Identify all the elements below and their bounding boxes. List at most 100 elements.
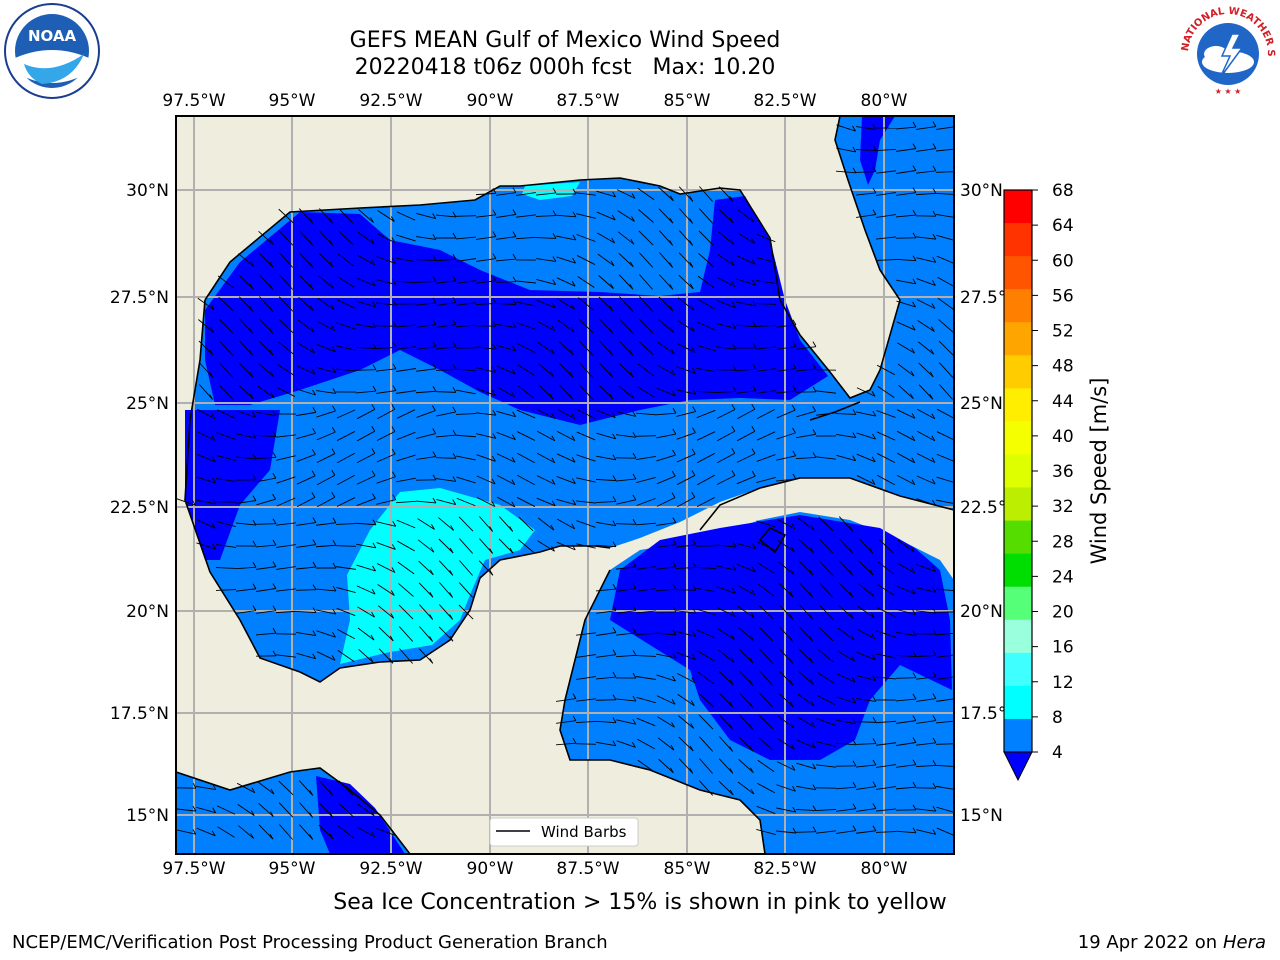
wind-barb-flag [791,765,796,771]
wind-barb-shaft [298,208,314,224]
wind-barb-flag [309,812,313,818]
wind-barb-flag [452,297,457,303]
wind-barb-flag [731,611,736,617]
wind-barb-shaft [516,497,536,507]
wind-barb-shaft [598,384,614,400]
wind-barb-shaft [258,252,274,268]
wind-barb-shaft [617,231,635,245]
wind-barb-flag [632,695,637,702]
wind-barb-shaft [875,831,897,833]
wind-barb-shaft [796,410,816,418]
wind-barb-flag [932,121,937,127]
wind-barb-flag [390,216,395,222]
wind-barb-flag [749,680,754,686]
wind-barb-shaft [736,255,756,265]
wind-barb-shaft [816,741,836,747]
wind-barb-shaft [759,670,773,686]
wind-barb-shaft [295,611,317,613]
noaa-logo: NOAA [4,3,100,99]
wind-barb-shaft [316,630,336,638]
wind-barb-shaft [635,435,657,437]
wind-barb-shaft [496,410,516,418]
wind-barb-shaft [476,475,496,485]
wind-barb-flag [810,700,815,707]
wind-barb-shaft [717,254,735,266]
wind-barb-shaft [858,583,874,597]
wind-barb-shaft [418,648,434,664]
wind-barb-shaft [456,476,476,484]
wind-barb-shaft [735,324,757,328]
wind-barb-shaft [357,627,375,641]
wind-barb-flag [792,450,797,457]
wind-barb-shaft [638,252,654,268]
wind-barb-flag [332,517,337,523]
wind-barb-flag [811,742,816,749]
wind-barb-shaft [938,340,954,356]
wind-barb-shaft [556,430,576,442]
wind-barb-flag [912,187,917,193]
wind-barb-flag [792,827,797,834]
wind-barb-flag [911,567,916,574]
wind-barb-shaft [336,497,356,507]
wind-barb-shaft [196,542,216,550]
wind-barb-flag [731,470,736,476]
wind-barb-shaft [716,430,736,442]
wind-barb-flag [612,717,617,723]
wind-barb-flag [432,497,437,504]
strong-wind-zone-campeche [340,488,535,664]
wind-barb-shaft [936,676,954,680]
wind-barb-flag [272,561,277,567]
wind-barb-shaft [798,626,814,642]
wind-barb-shaft [456,455,476,461]
wind-barb-shaft [396,234,416,242]
wind-barb-shaft [736,475,756,485]
wind-barb-flag [209,372,214,378]
colorbar-bands [1004,190,1032,753]
wind-barb-shaft [276,434,296,438]
wind-barb-shaft [299,802,313,818]
wind-barb-shaft [238,362,254,378]
wind-barb-flag [571,303,575,310]
calm-zone-north-gulf [205,196,828,425]
wind-barb-shaft [716,544,736,548]
wind-barb-shaft [316,431,336,441]
wind-barb-shaft [496,365,516,375]
wind-barb-shaft [376,390,396,394]
wind-barb-shaft [279,252,293,268]
wind-barb-flag [671,369,676,376]
wind-barb-shaft [876,742,896,746]
wind-barb-shaft [318,252,334,268]
wind-barb-shaft [476,412,496,416]
wind-barb-shaft [796,368,816,372]
wind-barb-flag [671,492,676,498]
wind-barb-shaft [216,432,236,440]
wind-barb-shaft [398,583,414,597]
wind-barb-flag [931,457,936,463]
wind-barb-shaft [797,716,815,728]
wind-barb-shaft [877,474,895,486]
wind-barb-flag [432,451,437,457]
wind-barb-flag [329,261,334,268]
wind-barb-shaft [737,781,755,795]
wind-barb-flag [849,526,854,532]
wind-barb-flag [752,363,757,370]
wind-barb-shaft [616,719,636,725]
wind-barb-flag [630,393,635,399]
wind-barb-shaft [316,390,336,394]
colorbar-band [1004,685,1032,720]
wind-barb-shaft [676,672,696,684]
wind-barb-flag [432,405,436,411]
wind-barb-shaft [816,830,836,834]
wind-barb-shaft [516,452,536,464]
wind-barb-shaft [915,764,937,768]
wind-barb-shaft [719,736,733,752]
wind-barb-flag [331,470,336,476]
wind-barb-shaft [636,676,656,680]
wind-barb-shaft [676,652,696,660]
wind-barb-flag [690,723,695,729]
wind-barb-flag [810,524,815,531]
wind-barb-shaft [755,303,777,305]
wind-barb-flag [511,457,516,463]
wind-barb-shaft [916,475,936,485]
wind-barb-flag [392,299,397,306]
